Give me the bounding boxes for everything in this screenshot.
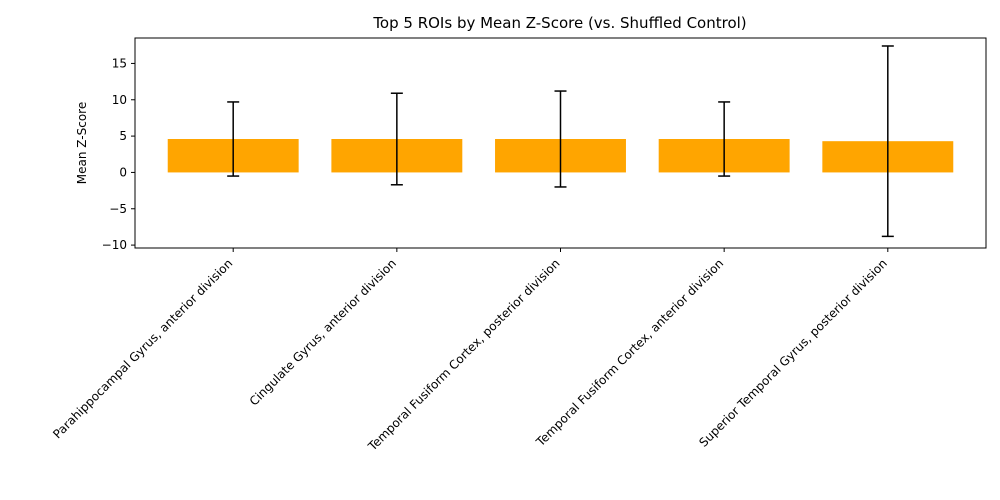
x-tick-label: Temporal Fusiform Cortex, anterior divis… — [533, 256, 726, 449]
x-tick-label: Cingulate Gyrus, anterior division — [247, 256, 399, 408]
y-tick-label: −5 — [109, 202, 127, 216]
y-tick-label: 0 — [119, 165, 127, 179]
error-bar — [554, 90, 567, 188]
y-tick-label: 10 — [112, 93, 127, 107]
y-tick-label: −10 — [102, 238, 127, 252]
x-tick-label: Parahippocampal Gyrus, anterior division — [50, 256, 235, 441]
y-tick-label: 15 — [112, 56, 127, 70]
chart-title: Top 5 ROIs by Mean Z-Score (vs. Shuffled… — [372, 14, 746, 32]
y-tick-label: 5 — [119, 129, 127, 143]
error-bar — [227, 101, 240, 177]
x-tick-label: Superior Temporal Gyrus, posterior divis… — [696, 256, 890, 450]
error-bar — [881, 45, 894, 238]
y-axis-label: Mean Z-Score — [75, 102, 89, 184]
error-bar — [390, 92, 403, 186]
error-bar — [718, 101, 731, 177]
plot-area: −10 −5 0 5 10 15 Parahippocampal Gyrus, anteri… — [50, 37, 987, 454]
x-tick-label: Temporal Fusiform Cortex, posterior divi… — [365, 256, 563, 454]
